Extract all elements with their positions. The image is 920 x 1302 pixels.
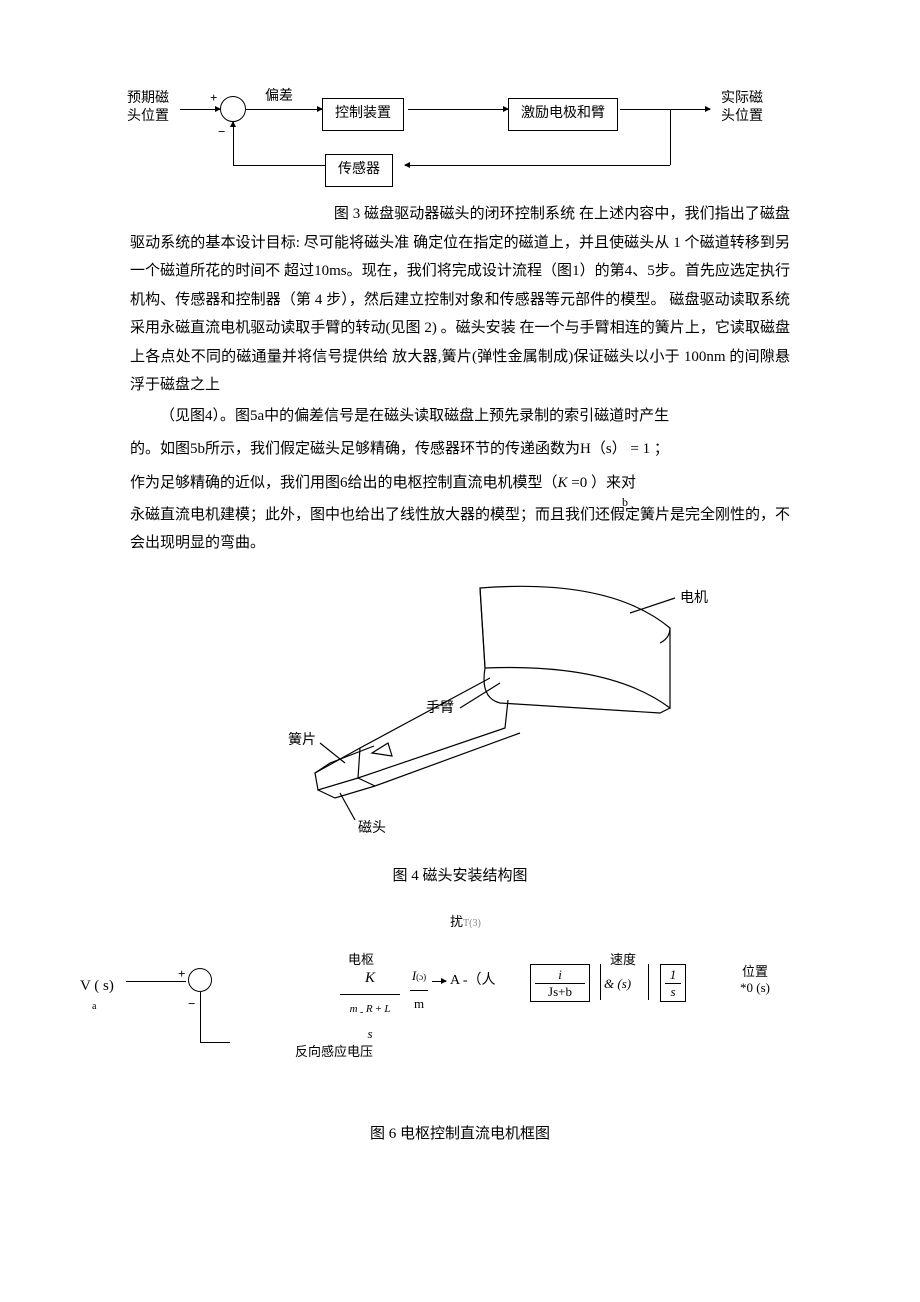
fig3-caption: 图 3 磁盘驱动器磁头的闭环控制系统 (334, 206, 575, 222)
fig3-error-label: 偏差 (265, 88, 293, 106)
fig3-actuator-box: 激励电极和臂 (508, 98, 618, 131)
fig3-line (408, 109, 508, 110)
fig6-line (200, 1042, 230, 1043)
fig3-controller-box: 控制装置 (322, 98, 404, 131)
fig3-line (405, 165, 670, 166)
fig3-line (620, 109, 710, 110)
para1-text: 在上述内容中，我们指出了磁盘驱动系统的基本设计目标: 尽可能将磁头准 确定位在指… (130, 206, 790, 393)
fig3-plus: + (210, 86, 217, 111)
fig6-integrator-box: 1 s (660, 964, 686, 1002)
fig6-disturbance: 扰T(3) (450, 910, 481, 935)
fig6-input: V ( s) a (80, 972, 114, 1016)
fig6-line (200, 992, 201, 1042)
fig4-head-label: 磁头 (358, 816, 386, 843)
fig6-speed-label: 速度 (610, 948, 636, 973)
fig6-minus: − (188, 992, 195, 1017)
fig4-arm-label: 手臂 (426, 696, 454, 723)
fig3-line (233, 165, 325, 166)
fig6-plant-box: i Js+b (530, 964, 590, 1002)
para2d: 永磁直流电机建模；此外，图中也给出了线性放大器的模型；而且我们还假定簧片是完全刚… (130, 501, 790, 558)
fig6-theta: *0 (s) (740, 976, 770, 1001)
fig6-diagram: 扰T(3) V ( s) a + − 电枢 K m - R + L s I(ɔ)… (80, 910, 840, 1090)
para2b: 的。如图5b所示，我们假定磁头足够精确，传感器环节的传递函数为H（s） = 1 … (130, 433, 790, 467)
fig6-line (648, 964, 649, 1000)
para2c-pre: 作为足够精确的近似，我们用图6给出的电枢控制直流电机模型（ (130, 475, 558, 491)
para1: 图 3 磁盘驱动器磁头的闭环控制系统 在上述内容中，我们指出了磁盘驱动系统的基本… (130, 200, 790, 400)
para2c: 作为足够精确的近似，我们用图6给出的电枢控制直流电机模型（K =0 ）来对 b (130, 467, 790, 501)
para2c-k: K (558, 475, 568, 491)
fig3-line (246, 109, 322, 110)
fig6-line (126, 981, 186, 982)
fig4-diagram: 电机 手臂 簧片 磁头 (130, 568, 790, 858)
fig6-current: I(ɔ) m (410, 964, 428, 1016)
fig3-line (670, 109, 671, 165)
fig6-summing (188, 968, 212, 992)
fig4-spring-label: 簧片 (288, 728, 316, 755)
fig3-output-label: 实际磁头位置 (714, 90, 770, 126)
fig6-feedback-label: 反向感应电压 (295, 1040, 373, 1065)
fig4-motor-label: 电机 (680, 586, 708, 613)
fig6-line (432, 981, 446, 982)
fig3-diagram: 预期磁头位置 + − 偏差 控制装置 激励电极和臂 实际磁头位置 传感器 (100, 90, 820, 190)
fig6-caption: 图 6 电枢控制直流电机框图 (130, 1120, 790, 1149)
fig3-summing-junction (220, 96, 246, 122)
fig6-sum2: A -（人 (450, 968, 496, 995)
para2a: （见图4）。图5a中的偏差信号是在磁头读取磁盘上预先录制的索引磁道时产生 (130, 400, 790, 434)
fig6-transfer1: K m - R + L s (340, 964, 400, 1046)
fig6-plus: + (178, 962, 185, 987)
fig4-caption: 图 4 磁头安装结构图 (130, 862, 790, 891)
fig3-input-label: 预期磁头位置 (120, 90, 176, 126)
fig6-omega: & (s) (604, 972, 631, 997)
fig3-minus: − (218, 120, 225, 145)
para2c-post: ）来对 (587, 475, 636, 491)
fig3-sensor-box: 传感器 (325, 154, 393, 187)
fig6-line (600, 964, 601, 1000)
para2c-eq: =0 (568, 475, 588, 491)
fig3-line (233, 122, 234, 165)
para2c-sub: b (622, 489, 628, 516)
